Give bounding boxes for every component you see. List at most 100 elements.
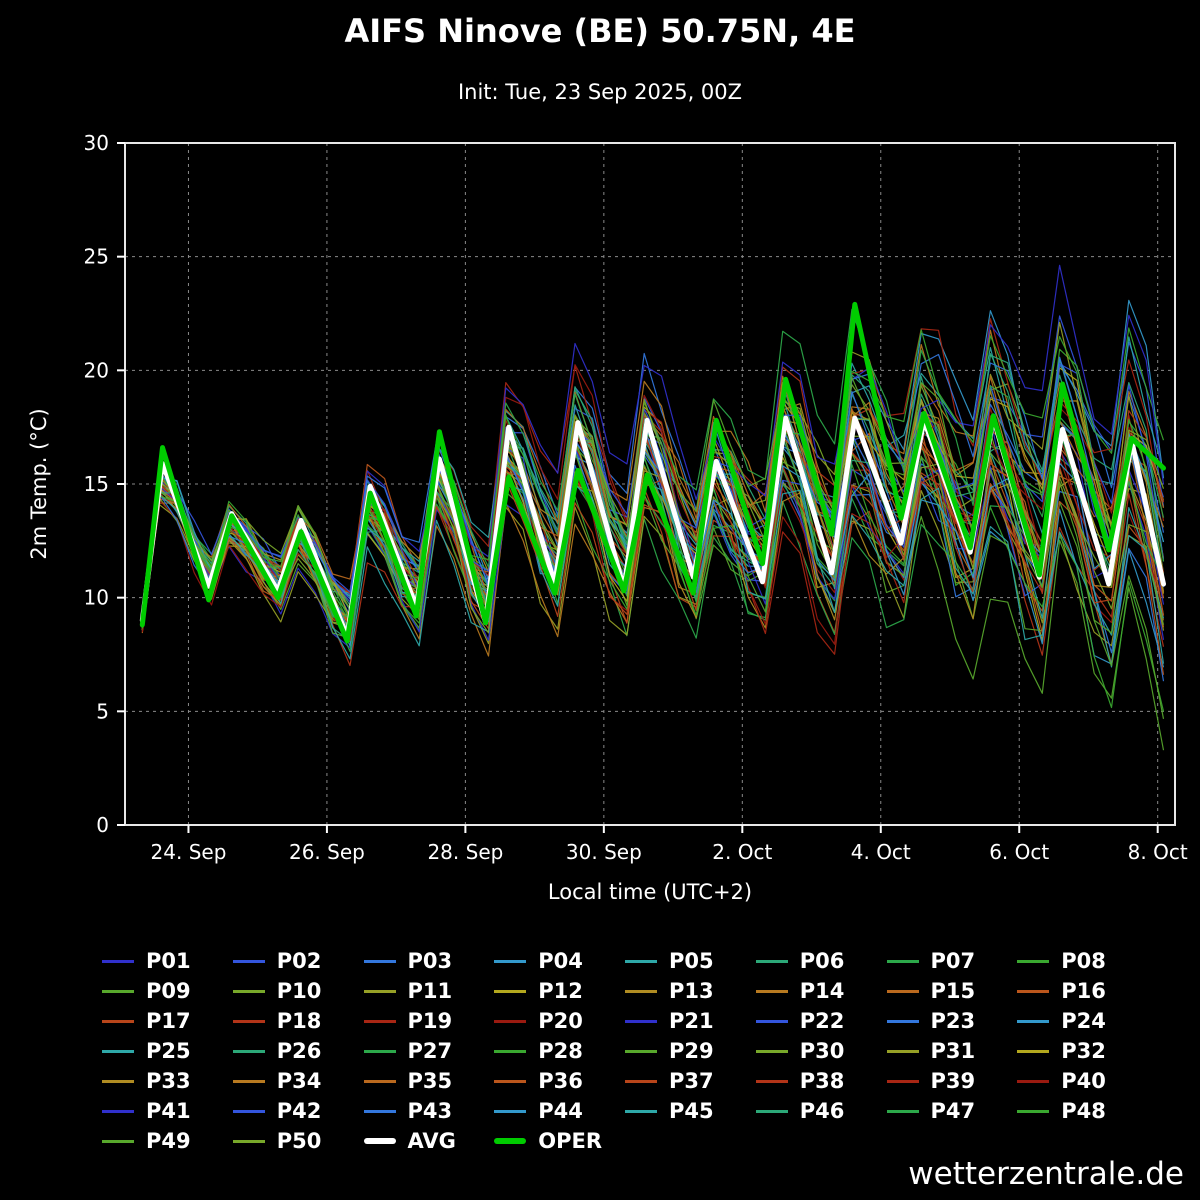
legend-label: P29 bbox=[669, 1038, 714, 1063]
legend-item-P47: P47 bbox=[886, 1100, 1012, 1122]
legend-label: P05 bbox=[669, 948, 714, 973]
legend-label: P12 bbox=[538, 978, 583, 1003]
legend: P01 P02 P03 P04 P05 P06 P07 P08 P09 P10 P11 P12 P13 P… bbox=[102, 950, 1142, 1152]
legend-item-P37: P37 bbox=[625, 1070, 750, 1092]
legend-label: P13 bbox=[669, 978, 714, 1003]
legend-item-P06: P06 bbox=[755, 948, 881, 973]
y-tick-label: 30 bbox=[84, 131, 109, 155]
x-tick-label: 24. Sep bbox=[151, 840, 227, 864]
legend-line-sample bbox=[102, 1139, 134, 1143]
legend-line-sample bbox=[232, 1019, 265, 1023]
y-axis-label: 2m Temp. (°C) bbox=[27, 408, 51, 559]
x-tick-label: 28. Sep bbox=[427, 840, 503, 864]
legend-line-sample bbox=[232, 1139, 265, 1143]
x-axis-label: Local time (UTC+2) bbox=[548, 880, 752, 904]
x-tick-label: 26. Sep bbox=[289, 840, 365, 864]
legend-label: P45 bbox=[669, 1098, 714, 1123]
legend-label: P31 bbox=[930, 1038, 976, 1063]
legend-item-P36: P36 bbox=[494, 1070, 619, 1092]
legend-label: P17 bbox=[146, 1008, 191, 1033]
legend-item-P44: P44 bbox=[494, 1100, 619, 1122]
legend-item-P29: P29 bbox=[625, 1040, 750, 1062]
legend-label: P07 bbox=[930, 948, 976, 973]
legend-label: P02 bbox=[276, 948, 322, 973]
ensemble-member-line-P29 bbox=[141, 451, 1165, 720]
legend-label: P33 bbox=[146, 1068, 191, 1093]
legend-line-sample bbox=[625, 959, 657, 963]
legend-item-P16: P16 bbox=[1017, 980, 1142, 1002]
legend-item-AVG: AVG bbox=[363, 1130, 489, 1152]
oper-line bbox=[139, 301, 1166, 644]
y-tick-label: 20 bbox=[84, 358, 109, 382]
legend-item-P09: P09 bbox=[102, 980, 227, 1002]
legend-line-sample bbox=[755, 1109, 788, 1113]
legend-label: P32 bbox=[1061, 1038, 1106, 1063]
legend-label: P18 bbox=[276, 1008, 322, 1033]
y-tick-label: 5 bbox=[96, 699, 109, 723]
legend-line-sample bbox=[232, 989, 265, 993]
ensemble-member-line-P41 bbox=[141, 264, 1165, 624]
legend-label: P27 bbox=[407, 1038, 453, 1063]
legend-label: P40 bbox=[1061, 1068, 1106, 1093]
legend-label: P34 bbox=[276, 1068, 322, 1093]
x-tick-label: 4. Oct bbox=[851, 840, 911, 864]
legend-line-sample bbox=[232, 1049, 265, 1053]
legend-item-P24: P24 bbox=[1017, 1010, 1142, 1032]
legend-item-P22: P22 bbox=[755, 1008, 881, 1033]
legend-label: P22 bbox=[799, 1008, 845, 1033]
legend-item-P32: P32 bbox=[1017, 1040, 1142, 1062]
legend-label: P26 bbox=[276, 1038, 322, 1063]
legend-line-sample bbox=[755, 989, 788, 993]
legend-label: P06 bbox=[799, 948, 845, 973]
legend-line-sample bbox=[886, 1019, 919, 1023]
legend-item-P01: P01 bbox=[102, 950, 227, 972]
legend-line-sample bbox=[232, 959, 265, 963]
legend-label: P50 bbox=[276, 1128, 322, 1153]
y-tick-label: 10 bbox=[84, 586, 109, 610]
legend-item-P35: P35 bbox=[363, 1070, 489, 1092]
legend-item-P04: P04 bbox=[494, 950, 619, 972]
legend-line-sample bbox=[494, 1019, 527, 1023]
legend-line-sample bbox=[1017, 1049, 1050, 1053]
legend-item-P39: P39 bbox=[886, 1068, 1012, 1093]
legend-label: P21 bbox=[669, 1008, 714, 1033]
legend-label: P23 bbox=[930, 1008, 976, 1033]
legend-line-sample bbox=[886, 989, 919, 993]
init-timestamp: Init: Tue, 23 Sep 2025, 00Z bbox=[457, 80, 743, 104]
legend-line-sample bbox=[625, 1109, 657, 1113]
legend-label: P39 bbox=[930, 1068, 976, 1093]
legend-line-sample bbox=[1017, 1019, 1050, 1023]
legend-item-P20: P20 bbox=[494, 1010, 619, 1032]
legend-line-sample bbox=[102, 1109, 134, 1113]
legend-label: P09 bbox=[146, 978, 191, 1003]
legend-item-P19: P19 bbox=[363, 1010, 489, 1032]
legend-item-P34: P34 bbox=[232, 1068, 358, 1093]
legend-label: P16 bbox=[1061, 978, 1106, 1003]
legend-item-P26: P26 bbox=[232, 1038, 358, 1063]
legend-line-sample bbox=[755, 959, 788, 963]
ensemble-member-line-P46 bbox=[141, 354, 1165, 632]
legend-item-P07: P07 bbox=[886, 948, 1012, 973]
legend-line-sample bbox=[755, 1019, 788, 1023]
ensemble-member-line-P49 bbox=[141, 376, 1165, 634]
legend-label: P25 bbox=[146, 1038, 191, 1063]
legend-line-sample bbox=[102, 1019, 134, 1023]
legend-line-sample bbox=[886, 1109, 919, 1113]
legend-label: P37 bbox=[669, 1068, 714, 1093]
legend-line-sample bbox=[232, 1079, 265, 1083]
legend-item-P27: P27 bbox=[363, 1038, 489, 1063]
legend-item-P21: P21 bbox=[625, 1010, 750, 1032]
ensemble-member-line-P30 bbox=[141, 412, 1165, 610]
legend-line-sample bbox=[363, 1109, 396, 1113]
legend-line-sample bbox=[102, 989, 134, 993]
legend-line-sample bbox=[625, 989, 657, 993]
legend-line-sample bbox=[886, 1049, 919, 1053]
legend-line-sample bbox=[363, 1019, 396, 1023]
ensemble-member-line-P26 bbox=[141, 353, 1165, 642]
legend-line-sample bbox=[102, 959, 134, 963]
legend-line-sample bbox=[494, 1079, 527, 1083]
legend-item-P38: P38 bbox=[755, 1070, 881, 1092]
legend-item-P42: P42 bbox=[232, 1100, 358, 1122]
legend-line-sample bbox=[363, 959, 396, 963]
legend-line-sample bbox=[755, 1079, 788, 1083]
